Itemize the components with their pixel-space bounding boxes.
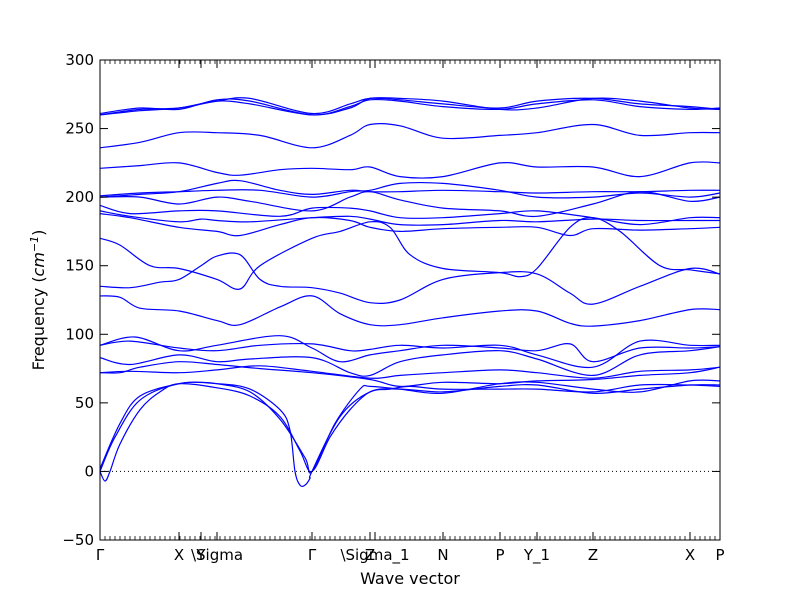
band-line: [100, 181, 720, 199]
y-tick-label: 0: [84, 462, 94, 480]
band-lines: [100, 96, 720, 488]
x-tick-label: N: [437, 546, 448, 564]
band-line: [100, 346, 720, 377]
x-axis-ticks: Γ X Y\Sigma Γ Z\Sigma_1 N P Y_1 Z X P: [96, 60, 725, 565]
band-line: [100, 191, 720, 218]
y-tick-label: 200: [65, 188, 94, 206]
y-tick-label: −50: [62, 531, 94, 549]
band-line: [100, 123, 720, 149]
band-line: [100, 210, 720, 226]
x-tick-label: Z: [588, 546, 598, 564]
band-line: [100, 382, 720, 482]
y-axis-label-main: Frequency: [29, 288, 48, 371]
y-axis-label: Frequency (cm−1): [28, 230, 48, 371]
band-line: [100, 213, 720, 237]
y-tick-label: 100: [65, 325, 94, 343]
x-tick-label: \Sigma: [191, 546, 243, 564]
x-tick-label: Y: [195, 546, 206, 564]
y-axis-label-paren-open: (: [29, 276, 48, 287]
x-tick-label: Z: [365, 546, 375, 564]
band-line: [100, 252, 720, 305]
x-tick-label: Γ: [96, 546, 105, 564]
x-tick-label: P: [715, 546, 724, 564]
y-axis-ticks: −50 0 50 100 150 200 250 300: [62, 51, 720, 549]
band-line: [100, 365, 720, 379]
x-tick-label: \Sigma_1: [340, 546, 409, 565]
band-line: [100, 335, 720, 363]
band-line: [100, 161, 720, 179]
y-axis-label-unit-exp: −1: [28, 236, 41, 252]
band-line: [100, 379, 720, 474]
y-tick-label: 50: [75, 394, 94, 412]
band-line: [100, 204, 720, 226]
band-line: [100, 97, 720, 116]
band-line: [100, 361, 720, 388]
y-tick-label: 300: [65, 51, 94, 69]
x-tick-label: P: [495, 546, 504, 564]
x-tick-label: X: [174, 546, 184, 564]
y-tick-label: 150: [65, 257, 94, 275]
y-axis-label-unit: cm: [29, 252, 48, 276]
band-line: [100, 216, 720, 290]
y-tick-label: 250: [65, 120, 94, 138]
x-tick-label: Γ: [308, 546, 317, 564]
band-line: [100, 295, 720, 327]
x-axis-label: Wave vector: [360, 569, 460, 588]
x-tick-label: Y_1: [523, 546, 550, 565]
plot-background: [100, 60, 720, 540]
y-axis-label-paren-close: ): [29, 230, 48, 236]
x-tick-label: X: [685, 546, 695, 564]
band-line: [100, 179, 720, 198]
